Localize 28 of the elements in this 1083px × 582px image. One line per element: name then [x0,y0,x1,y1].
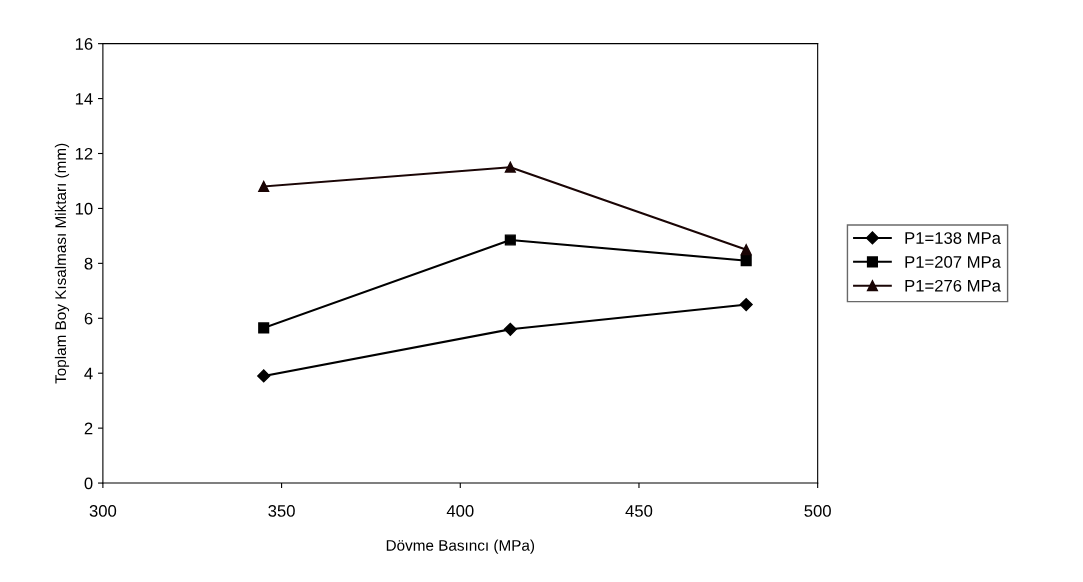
x-tick-label: 350 [268,505,295,517]
point [257,369,271,383]
y-tick-label: 0 [84,477,93,490]
point [740,244,752,256]
point [504,161,516,173]
x-tick-label: 500 [804,505,831,517]
x-tick-label: 450 [625,505,653,517]
point [503,322,517,336]
point [740,255,752,267]
y-tick-label: 12 [75,147,93,160]
point [504,234,516,246]
point [258,322,270,334]
y-tick-label: 8 [84,257,93,270]
legend-label: P1=207 MPa [905,256,1001,268]
y-tick-label: 16 [75,38,93,50]
y-tick-label: 14 [75,93,93,105]
legend-label: P1=138 MPa [905,232,1001,244]
y-axis-title: Toplam Boy Kısalması Miktarı (mm) [54,143,70,384]
legend-label: P1=276 MPa [905,279,1001,292]
y-tick-label: 6 [84,312,93,325]
x-axis-title: Dövme Basıncı (MPa) [386,539,535,554]
x-tick-label: 400 [446,505,474,517]
point [739,297,753,312]
y-tick-label: 2 [84,422,93,435]
point [258,180,270,193]
x-tick-label: 300 [89,505,117,517]
y-tick-label: 10 [75,202,93,215]
y-tick-label: 4 [84,367,93,380]
